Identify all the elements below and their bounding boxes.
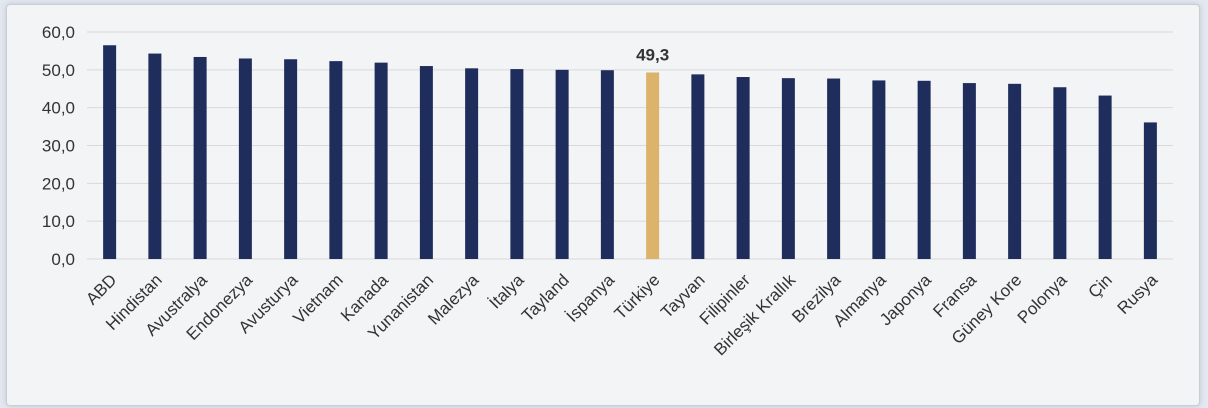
bar xyxy=(781,78,795,259)
category-label: Rusya xyxy=(1114,270,1162,318)
category-label: Japonya xyxy=(876,270,935,329)
bar xyxy=(103,45,117,259)
category-label: Tayland xyxy=(518,270,573,325)
bar xyxy=(1008,83,1022,259)
category-label: Polonya xyxy=(1014,270,1071,327)
category-label: Türkiye xyxy=(611,270,664,323)
gridlines xyxy=(87,31,1173,260)
bar xyxy=(148,53,162,259)
y-tick-label: 40,0 xyxy=(42,99,75,118)
category-label: ABD xyxy=(82,270,120,308)
bar xyxy=(1143,122,1157,260)
bar xyxy=(374,62,388,259)
bar xyxy=(510,69,524,260)
y-tick-label: 60,0 xyxy=(42,23,75,42)
bars xyxy=(103,45,1157,260)
y-tick-label: 20,0 xyxy=(42,174,75,193)
bar xyxy=(962,83,976,259)
bar xyxy=(917,80,931,260)
bar xyxy=(419,66,433,259)
category-label: İtalya xyxy=(486,270,529,313)
category-label: İspanya xyxy=(563,270,619,326)
bar xyxy=(600,70,614,259)
bar xyxy=(193,56,207,259)
y-tick-label: 0,0 xyxy=(51,250,75,269)
bar xyxy=(691,74,705,259)
bar xyxy=(1053,87,1067,259)
bar xyxy=(736,77,750,259)
bar xyxy=(284,59,298,259)
category-label: Malezya xyxy=(424,270,483,329)
category-label: Çin xyxy=(1084,270,1115,301)
category-labels: ABDHindistanAvustralyaEndonezyaAvusturya… xyxy=(82,270,1161,359)
bar xyxy=(872,80,886,259)
category-label: Birleşik Krallık xyxy=(710,270,799,359)
y-tick-label: 30,0 xyxy=(42,137,75,156)
bar-highlight xyxy=(646,72,660,260)
category-label: Vietnam xyxy=(289,270,346,327)
chart-frame: 0,0 10,0 20,0 30,0 40,0 50,0 60,0 ABD Hindistan… xyxy=(6,4,1200,406)
data-labels: 49,3 xyxy=(636,45,669,64)
bar xyxy=(329,61,343,259)
bar xyxy=(827,78,841,259)
bar-chart: 0,0 10,0 20,0 30,0 40,0 50,0 60,0 ABDHindistan… xyxy=(42,23,1173,359)
bar xyxy=(555,69,569,259)
bar xyxy=(238,58,252,259)
y-tick-label: 50,0 xyxy=(42,61,75,80)
bar xyxy=(1098,95,1112,259)
bar xyxy=(465,68,479,259)
y-tick-label: 10,0 xyxy=(42,212,75,231)
y-axis-ticks: 0,0 10,0 20,0 30,0 40,0 50,0 60,0 xyxy=(42,23,75,269)
highlight-data-label: 49,3 xyxy=(636,45,669,64)
